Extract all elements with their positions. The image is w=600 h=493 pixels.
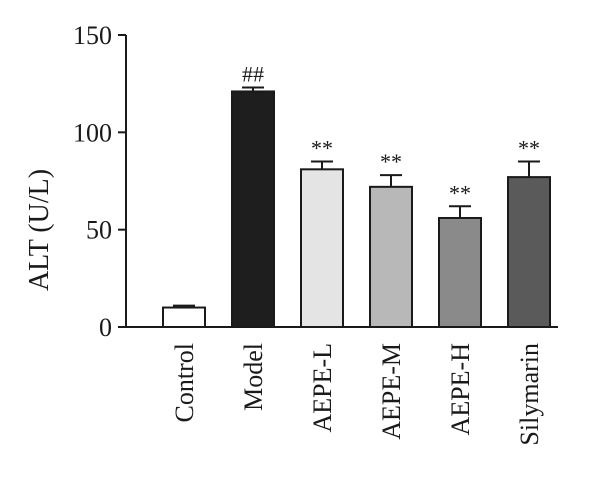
bar-aepe-l — [300, 168, 344, 328]
y-axis-title: ALT (U/L) — [24, 169, 55, 291]
x-tick-label-model: Model — [239, 343, 268, 411]
y-tick-label: 0 — [99, 313, 112, 342]
y-tick-label: 50 — [86, 216, 112, 245]
x-tick-label-aepe-l: AEPE-L — [308, 343, 337, 433]
x-tick-label-aepe-m: AEPE-M — [377, 343, 406, 440]
significance-label-aepe-h: ** — [449, 180, 471, 205]
y-ticks: 0 50 100 150 — [73, 21, 126, 342]
significance-label-aepe-m: ** — [380, 149, 402, 174]
bars — [162, 90, 551, 328]
y-tick-label: 150 — [73, 21, 112, 50]
bar-aepe-h — [438, 216, 482, 328]
significance-label-silymarin: ** — [518, 136, 540, 161]
significance-annotations: ## ** ** ** ** — [242, 62, 540, 206]
x-category-labels: Control Model AEPE-L AEPE-M AEPE-H Silymarin — [170, 343, 544, 446]
significance-label-model: ## — [242, 62, 264, 87]
x-tick-label-aepe-h: AEPE-H — [446, 343, 475, 436]
bar-silymarin — [507, 176, 551, 328]
x-tick-label-silymarin: Silymarin — [515, 343, 544, 446]
bar-model — [231, 90, 275, 328]
significance-label-aepe-l: ** — [311, 136, 333, 161]
x-tick-label-control: Control — [170, 343, 199, 422]
bar-aepe-m — [369, 185, 413, 328]
y-tick-label: 100 — [73, 118, 112, 147]
error-bars — [173, 86, 540, 308]
bar-control — [162, 306, 206, 328]
